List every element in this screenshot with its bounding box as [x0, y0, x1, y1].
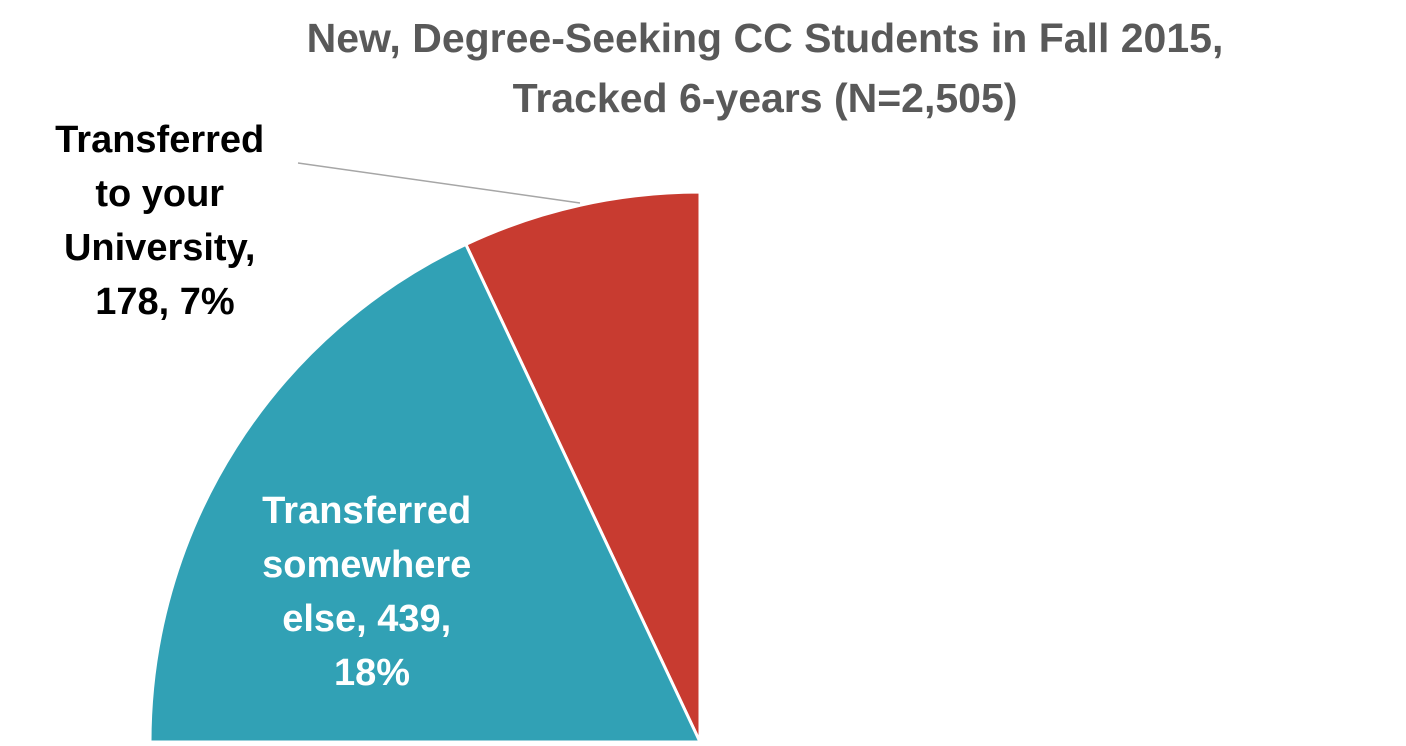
- data-label-line: somewhere: [262, 544, 482, 586]
- pie-slice: [148, 242, 703, 744]
- data-label-line: to your: [95, 173, 234, 215]
- data-label-line: 18%: [334, 652, 410, 694]
- pie-slice: [463, 190, 702, 743]
- data-label-line: else, 439,: [282, 598, 462, 640]
- chart-title: Tracked 6-years (N=2,505): [513, 75, 1018, 121]
- data-label: Transferred to your University, 178, 7%: [55, 119, 275, 323]
- data-label-line: Transferred: [262, 490, 482, 532]
- data-label: Transferred somewhere else, 439, 18%: [262, 490, 482, 694]
- data-label-line: 178, 7%: [95, 281, 234, 323]
- chart-title: New, Degree-Seeking CC Students in Fall …: [307, 15, 1224, 61]
- leader-line: [297, 162, 581, 204]
- data-label-line: Transferred: [55, 119, 275, 161]
- data-label-line: University,: [64, 227, 266, 269]
